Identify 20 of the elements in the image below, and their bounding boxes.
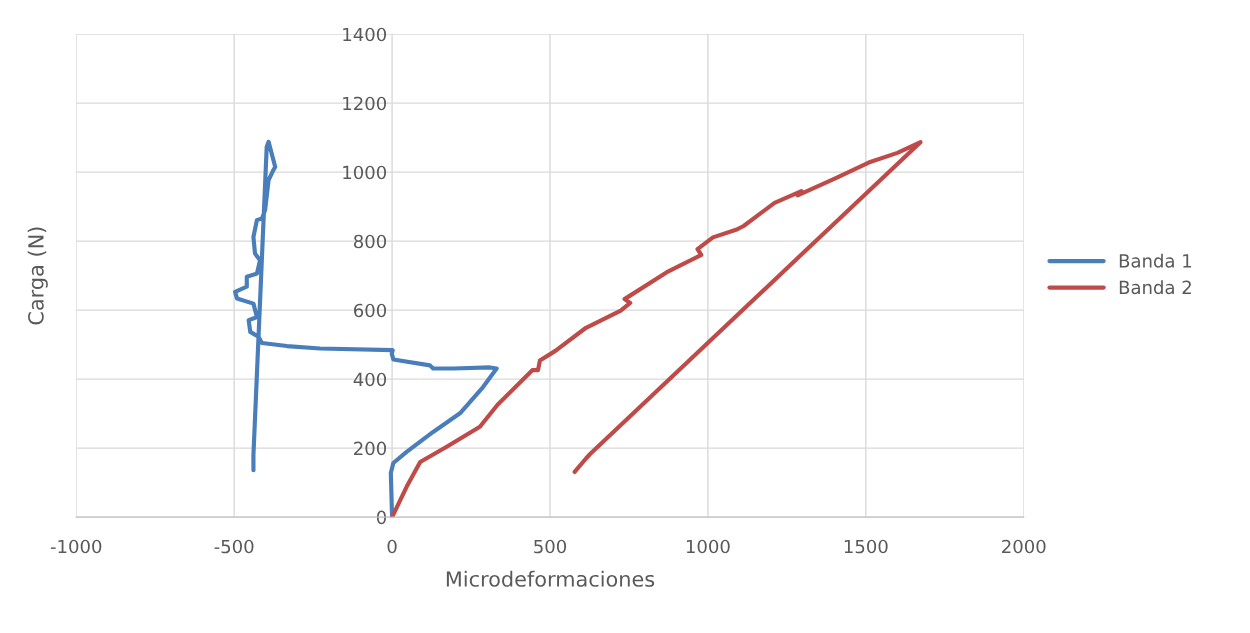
y-tick-label: 600 <box>354 303 387 318</box>
legend-label: Banda 1 <box>1119 253 1192 268</box>
legend-label: Banda 2 <box>1119 280 1191 295</box>
y-tick-label: 400 <box>353 372 387 387</box>
y-tick-label: 200 <box>354 441 387 456</box>
x-tick-label: 500 <box>534 539 567 554</box>
y-axis-title: Carga (N) <box>27 227 48 325</box>
y-tick-label: 1200 <box>343 96 387 111</box>
x-tick-label: 2000 <box>1002 539 1046 554</box>
y-tick-label: 1000 <box>343 165 387 180</box>
x-tick-label: -500 <box>214 539 254 554</box>
y-tick-label: 1400 <box>343 27 387 42</box>
y-tick-label: 800 <box>353 234 387 249</box>
x-tick-label: 1000 <box>686 539 730 554</box>
x-tick-label: 1500 <box>844 539 888 554</box>
x-axis-title: Microdeformaciones <box>446 570 655 587</box>
x-tick-label: 0 <box>387 539 397 554</box>
y-tick-label: 0 <box>376 510 387 525</box>
x-tick-label: -1000 <box>50 539 102 554</box>
line-series <box>389 140 923 518</box>
